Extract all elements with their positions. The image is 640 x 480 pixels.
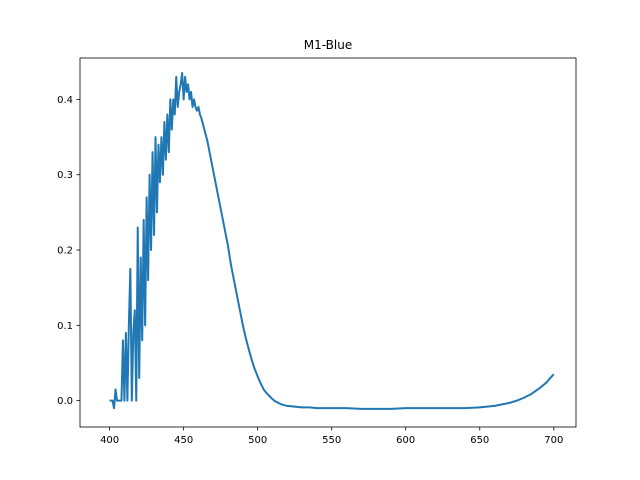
y-tick-label-2: 0.2	[57, 246, 73, 257]
y-tick-label-4: 0.4	[57, 95, 73, 106]
x-tick-label-5: 650	[470, 435, 489, 446]
x-tick-label-0: 400	[100, 435, 119, 446]
chart-title: M1-Blue	[304, 38, 352, 52]
x-tick-label-1: 450	[174, 435, 193, 446]
y-tick-label-0: 0.0	[57, 396, 73, 407]
y-tick-label-3: 0.3	[57, 170, 73, 181]
x-tick-label-2: 500	[248, 435, 267, 446]
y-axis: 0.0 0.1 0.2 0.3 0.4	[57, 95, 80, 407]
x-tick-label-6: 700	[544, 435, 563, 446]
series-layer	[109, 72, 555, 410]
x-axis: 400 450 500 550 600 650 700	[100, 427, 563, 446]
x-tick-label-4: 600	[396, 435, 415, 446]
series-line-0	[109, 72, 555, 410]
plot-frame	[79, 57, 577, 428]
y-tick-label-1: 0.1	[57, 321, 73, 332]
x-tick-label-3: 550	[322, 435, 341, 446]
